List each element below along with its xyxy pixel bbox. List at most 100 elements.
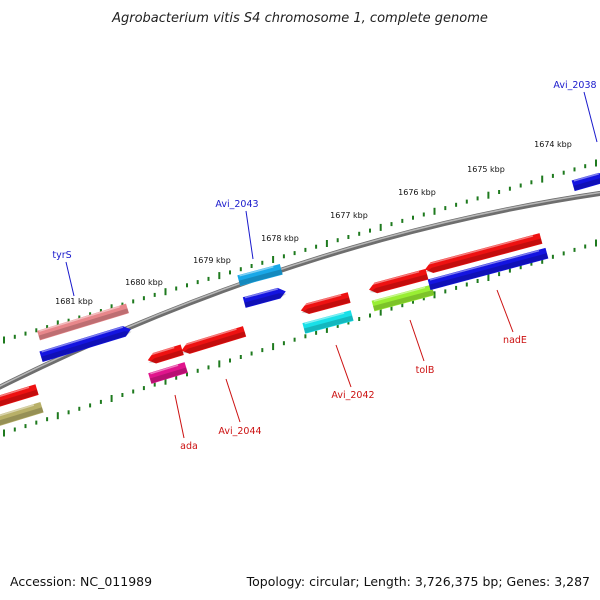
lower-minor-tick: [24, 424, 27, 429]
upper-minor-tick: [89, 312, 92, 317]
tick-label: 1676 kbp: [398, 188, 436, 197]
upper-minor-tick: [476, 196, 479, 201]
lower-minor-tick: [89, 403, 92, 408]
map-title: Agrobacterium vitis S4 chromosome 1, com…: [111, 11, 488, 26]
lower-minor-tick: [476, 279, 479, 283]
gene-label: tolB: [416, 365, 435, 376]
label-leader-line: [496, 289, 514, 333]
upper-major-tick: [218, 272, 221, 280]
upper-minor-tick: [358, 231, 361, 236]
lower-minor-tick: [121, 393, 124, 397]
tick-label: 1674 kbp: [534, 140, 572, 149]
upper-minor-tick: [412, 215, 414, 220]
lower-minor-tick: [412, 299, 414, 304]
feature-block-red-left: [0, 384, 39, 408]
upper-major-tick: [325, 240, 328, 247]
gene-label: Avi_2042: [331, 390, 374, 401]
lower-minor-tick: [519, 265, 522, 270]
upper-minor-tick: [562, 170, 565, 175]
upper-major-tick: [110, 304, 113, 312]
upper-minor-tick: [239, 267, 242, 272]
lower-major-tick: [218, 360, 221, 368]
feature-tolB: [371, 284, 435, 312]
upper-major-tick: [541, 175, 544, 183]
upper-minor-tick: [13, 334, 16, 339]
upper-minor-tick: [508, 186, 511, 191]
gene-label: ada: [180, 441, 198, 452]
upper-minor-tick: [573, 167, 576, 172]
upper-major-tick: [3, 336, 5, 344]
upper-major-tick: [164, 288, 167, 296]
lower-minor-tick: [369, 313, 371, 318]
lower-major-tick: [595, 239, 597, 247]
tick-label: 1678 kbp: [261, 234, 299, 243]
tick-label: 1677 kbp: [330, 211, 368, 220]
feature-block-red-mid: [300, 292, 351, 314]
upper-minor-tick: [282, 254, 285, 259]
lower-minor-tick: [13, 427, 16, 432]
tick-label: 1680 kbp: [125, 278, 163, 287]
lower-major-tick: [3, 429, 5, 437]
upper-minor-tick: [551, 173, 554, 178]
upper-major-tick: [272, 256, 275, 263]
upper-minor-tick: [186, 283, 188, 288]
lower-minor-tick: [35, 420, 38, 425]
upper-major-tick: [56, 320, 59, 328]
upper-minor-tick: [175, 286, 178, 291]
feature-block-sky: [237, 263, 283, 287]
feature-ada: [147, 344, 184, 364]
upper-minor-tick: [121, 302, 124, 307]
upper-minor-tick: [132, 299, 135, 304]
lower-minor-tick: [239, 355, 242, 359]
label-leader-line: [65, 261, 75, 297]
lower-major-tick: [541, 256, 544, 264]
upper-major-tick: [487, 191, 490, 199]
lower-minor-tick: [444, 289, 447, 294]
gene-label: tyrS: [52, 250, 71, 261]
tick-label: 1679 kbp: [193, 256, 231, 265]
lower-major-tick: [487, 274, 490, 281]
lower-minor-tick: [132, 389, 135, 394]
lower-minor-tick: [401, 303, 404, 308]
lower-minor-tick: [336, 323, 339, 328]
backbone: [0, 190, 600, 390]
lower-minor-tick: [261, 348, 264, 353]
label-leader-line: [245, 210, 254, 260]
feature-block-red-long: [425, 233, 543, 274]
tick-label: 1681 kbp: [55, 297, 93, 306]
lower-minor-tick: [196, 368, 199, 373]
upper-major-tick: [595, 159, 597, 167]
upper-major-tick: [379, 223, 382, 231]
label-leader-line: [335, 344, 352, 388]
lower-minor-tick: [347, 320, 350, 325]
feature-Avi_2043: [242, 287, 287, 308]
upper-minor-tick: [401, 218, 404, 223]
lower-minor-tick: [153, 382, 156, 387]
gene-label: Avi_2044: [218, 426, 261, 437]
lower-minor-tick: [530, 261, 533, 266]
lower-major-tick: [164, 377, 167, 385]
feature-nadE: [427, 247, 549, 291]
feature-Avi_2038: [571, 172, 600, 192]
lower-minor-tick: [250, 351, 253, 356]
upper-minor-tick: [67, 318, 70, 323]
label-leader-line: [225, 378, 241, 423]
upper-minor-tick: [207, 276, 210, 281]
gene-label: nadE: [503, 335, 527, 346]
lower-minor-tick: [584, 244, 587, 249]
label-leader-line: [583, 91, 598, 143]
feature-block-red-2: [369, 268, 429, 294]
upper-minor-tick: [315, 244, 318, 249]
feature-Avi_2044: [181, 326, 247, 354]
upper-minor-tick: [584, 164, 587, 169]
lower-minor-tick: [508, 268, 511, 273]
tick-label: 1675 kbp: [467, 165, 505, 174]
lower-major-tick: [379, 308, 382, 316]
lower-minor-tick: [562, 251, 565, 256]
lower-minor-tick: [175, 375, 178, 380]
lower-major-tick: [325, 325, 328, 333]
upper-minor-tick: [390, 222, 393, 227]
gene-label: Avi_2043: [215, 199, 258, 210]
